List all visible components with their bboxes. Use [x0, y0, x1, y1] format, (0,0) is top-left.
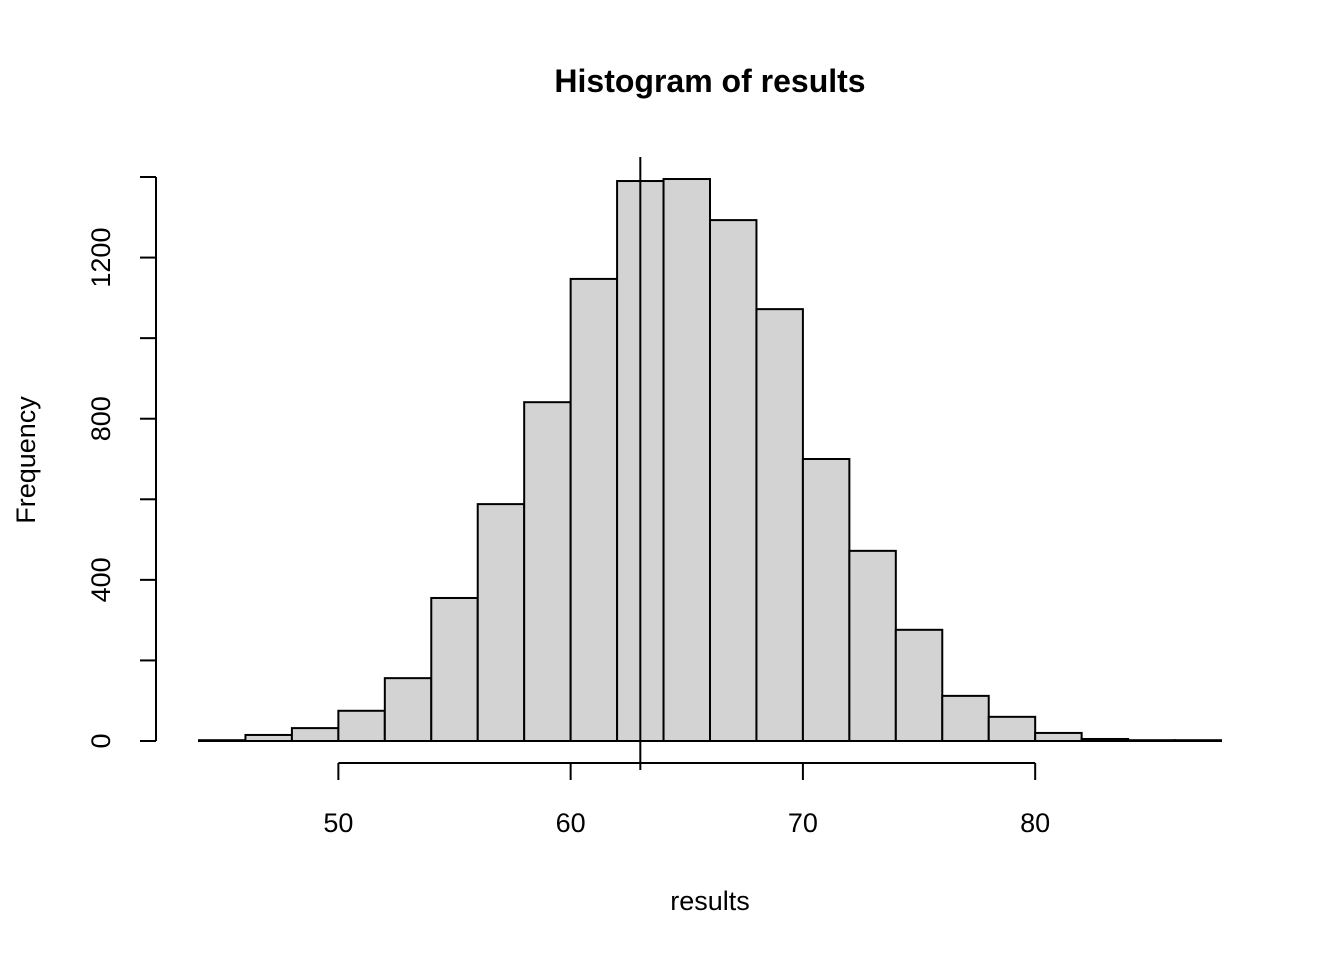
- bar: [709, 219, 758, 742]
- y-tick-label: 400: [86, 557, 116, 602]
- chart-title: Histogram of results: [554, 63, 865, 99]
- bar: [755, 308, 804, 742]
- bar: [523, 401, 572, 742]
- bar: [1080, 737, 1130, 743]
- bar: [848, 549, 897, 743]
- bar: [1173, 739, 1222, 742]
- bar: [383, 677, 433, 743]
- bar: [198, 739, 247, 742]
- bar: [244, 733, 293, 743]
- y-tick-label: 0: [86, 733, 116, 748]
- y-tick-label: 800: [86, 396, 116, 441]
- bar: [476, 503, 526, 742]
- y-tick-label: 1200: [86, 228, 116, 288]
- bar: [894, 628, 944, 742]
- x-tick-label: 70: [788, 808, 818, 838]
- bar: [1034, 731, 1083, 743]
- x-tick-label: 50: [323, 808, 353, 838]
- bar: [1127, 739, 1176, 742]
- x-tick-label: 80: [1020, 808, 1050, 838]
- bar: [987, 715, 1037, 742]
- x-tick-label: 60: [556, 808, 586, 838]
- x-axis-label: results: [670, 886, 750, 916]
- bar: [430, 596, 479, 742]
- bar: [801, 458, 851, 742]
- bar: [290, 727, 340, 743]
- bar: [662, 178, 712, 742]
- bar: [569, 277, 619, 742]
- y-axis-label: Frequency: [11, 396, 41, 524]
- bar: [337, 709, 386, 742]
- bar: [941, 694, 990, 743]
